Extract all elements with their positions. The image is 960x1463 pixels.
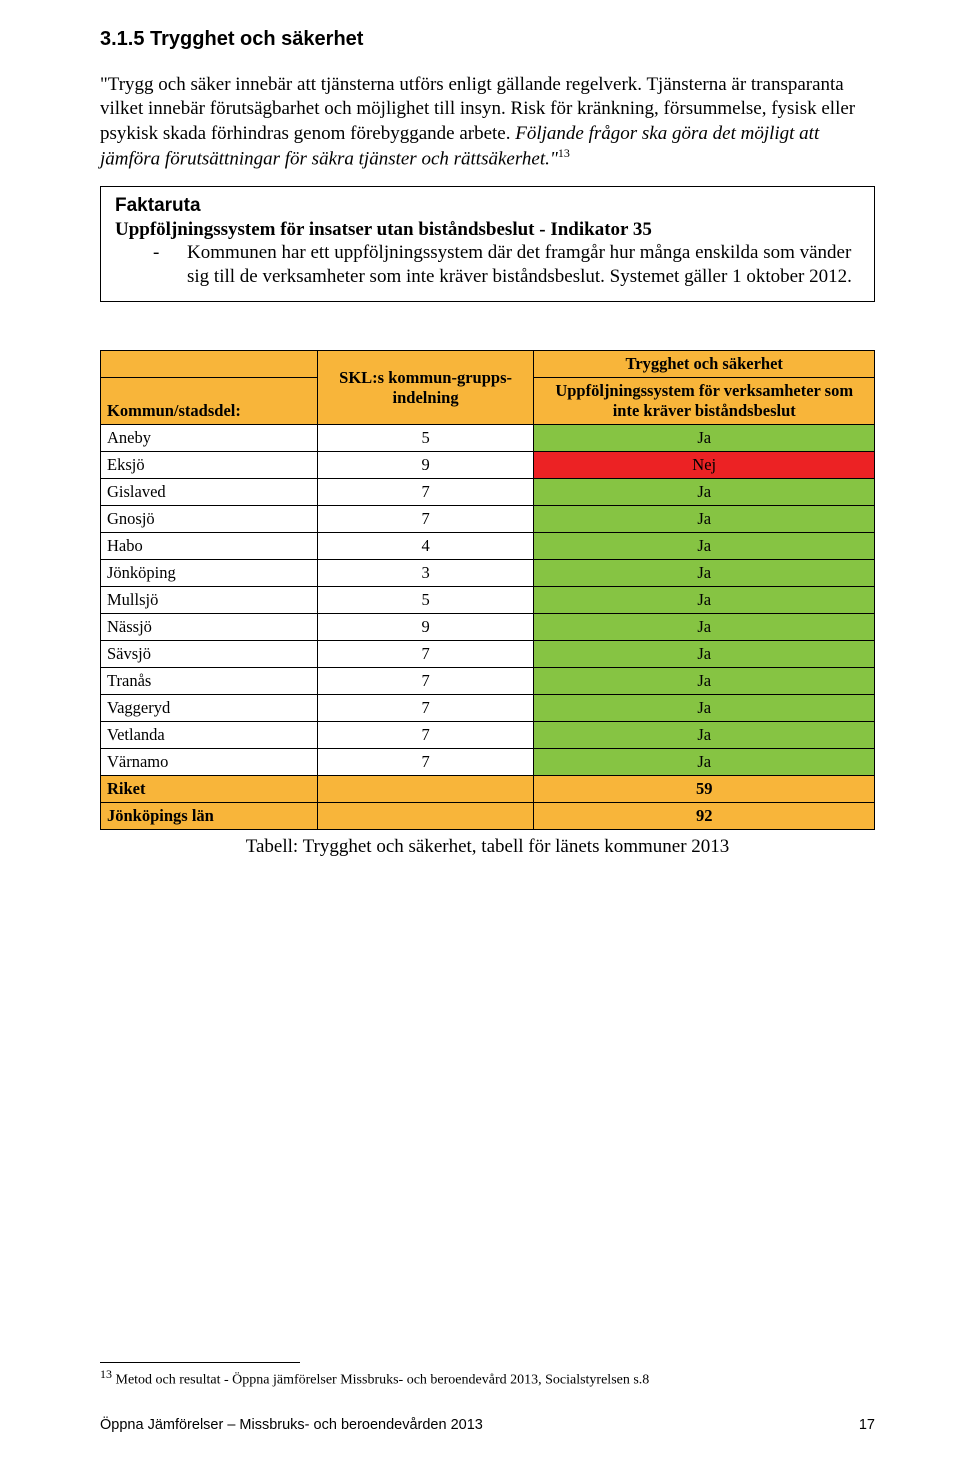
table-title-row: SKL:s kommun-grupps-indelning Trygghet o… [101, 351, 875, 378]
cell-group: 7 [317, 641, 534, 668]
header-kommun: Kommun/stadsdel: [101, 378, 318, 425]
cell-value: Ja [534, 641, 875, 668]
footer-area: 13 Metod och resultat - Öppna jämförelse… [100, 1362, 875, 1433]
page: 3.1.5 Trygghet och säkerhet "Trygg och s… [0, 0, 960, 1463]
cell-value: Ja [534, 506, 875, 533]
fact-box-title: Faktaruta [115, 195, 860, 217]
data-table: SKL:s kommun-grupps-indelning Trygghet o… [100, 350, 875, 830]
fact-box-heading: Uppföljningssystem för insatser utan bis… [115, 219, 860, 241]
cell-kommun: Jönköpings län [101, 803, 318, 830]
cell-kommun: Aneby [101, 425, 318, 452]
footnote-ref: 13 [558, 146, 570, 160]
dash-icon: - [153, 241, 187, 290]
cell-kommun: Vaggeryd [101, 695, 318, 722]
table-row: Eksjö9Nej [101, 452, 875, 479]
cell-group: 3 [317, 560, 534, 587]
table-row: Aneby5Ja [101, 425, 875, 452]
cell-group: 9 [317, 614, 534, 641]
cell-group: 7 [317, 695, 534, 722]
table-row: Sävsjö7Ja [101, 641, 875, 668]
fact-box-item: - Kommunen har ett uppföljningssystem dä… [115, 241, 860, 290]
cell-kommun: Habo [101, 533, 318, 560]
cell-group: 7 [317, 722, 534, 749]
header-title: Trygghet och säkerhet [534, 351, 875, 378]
cell-value: 92 [534, 803, 875, 830]
cell-value: Ja [534, 722, 875, 749]
table-caption: Tabell: Trygghet och säkerhet, tabell fö… [100, 836, 875, 858]
table-summary-row: Jönköpings län 92 [101, 803, 875, 830]
cell-kommun: Nässjö [101, 614, 318, 641]
footnote-marker: 13 [100, 1367, 112, 1381]
cell-group: 5 [317, 425, 534, 452]
footnote: 13 Metod och resultat - Öppna jämförelse… [100, 1367, 875, 1389]
cell-group: 5 [317, 587, 534, 614]
table-row: Gislaved7Ja [101, 479, 875, 506]
cell-group [317, 803, 534, 830]
cell-group: 7 [317, 479, 534, 506]
cell-kommun: Tranås [101, 668, 318, 695]
cell-kommun: Vetlanda [101, 722, 318, 749]
fact-box-item-text: Kommunen har ett uppföljningssystem där … [187, 241, 860, 290]
cell-group [317, 776, 534, 803]
table-row: Vaggeryd7Ja [101, 695, 875, 722]
header-empty-1 [101, 351, 318, 378]
cell-value: Ja [534, 587, 875, 614]
cell-value: Nej [534, 452, 875, 479]
table-row: Nässjö9Ja [101, 614, 875, 641]
cell-kommun: Sävsjö [101, 641, 318, 668]
fact-box: Faktaruta Uppföljningssystem för insatse… [100, 186, 875, 303]
cell-value: Ja [534, 560, 875, 587]
cell-group: 7 [317, 668, 534, 695]
cell-kommun: Eksjö [101, 452, 318, 479]
table-row: Vetlanda7Ja [101, 722, 875, 749]
cell-group: 4 [317, 533, 534, 560]
section-heading: 3.1.5 Trygghet och säkerhet [100, 28, 875, 51]
cell-kommun: Riket [101, 776, 318, 803]
footnote-rule [100, 1362, 300, 1363]
page-footer: Öppna Jämförelser – Missbruks- och beroe… [100, 1417, 875, 1433]
cell-value: Ja [534, 695, 875, 722]
cell-value: Ja [534, 425, 875, 452]
table-row: Habo4Ja [101, 533, 875, 560]
table-body: Aneby5JaEksjö9NejGislaved7JaGnosjö7JaHab… [101, 425, 875, 830]
cell-kommun: Värnamo [101, 749, 318, 776]
footer-page-number: 17 [859, 1417, 875, 1433]
table-row: Tranås7Ja [101, 668, 875, 695]
cell-value: 59 [534, 776, 875, 803]
cell-kommun: Gnosjö [101, 506, 318, 533]
cell-kommun: Mullsjö [101, 587, 318, 614]
table-row: Mullsjö5Ja [101, 587, 875, 614]
table-summary-row: Riket 59 [101, 776, 875, 803]
table-row: Värnamo7Ja [101, 749, 875, 776]
cell-group: 7 [317, 749, 534, 776]
table-row: Gnosjö7Ja [101, 506, 875, 533]
cell-group: 7 [317, 506, 534, 533]
footer-left: Öppna Jämförelser – Missbruks- och beroe… [100, 1417, 483, 1433]
cell-kommun: Jönköping [101, 560, 318, 587]
intro-paragraph: "Trygg och säker innebär att tjänsterna … [100, 73, 875, 172]
cell-value: Ja [534, 533, 875, 560]
cell-value: Ja [534, 668, 875, 695]
header-skl: SKL:s kommun-grupps-indelning [317, 351, 534, 425]
header-value: Uppföljningssystem för verksamheter som … [534, 378, 875, 425]
footnote-text: Metod och resultat - Öppna jämförelser M… [112, 1373, 649, 1388]
cell-value: Ja [534, 479, 875, 506]
cell-kommun: Gislaved [101, 479, 318, 506]
cell-value: Ja [534, 749, 875, 776]
cell-value: Ja [534, 614, 875, 641]
table-row: Jönköping3Ja [101, 560, 875, 587]
cell-group: 9 [317, 452, 534, 479]
